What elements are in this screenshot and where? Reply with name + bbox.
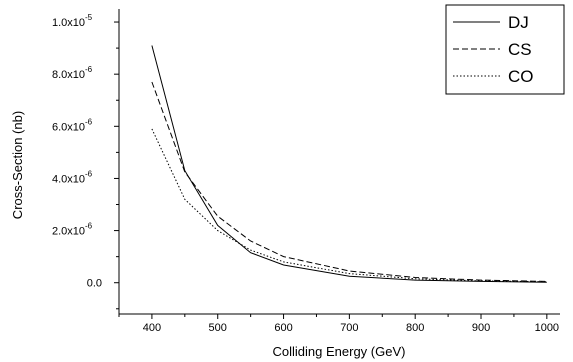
y-tick-exponent: -6 — [85, 222, 93, 231]
plot-frame — [118, 9, 560, 315]
y-tick-label: 8.0x10 — [52, 69, 85, 81]
y-tick-label: 0.0 — [87, 278, 102, 290]
x-tick-label: 400 — [143, 322, 161, 334]
x-tick-label: 700 — [340, 322, 358, 334]
y-tick-exponent: -6 — [85, 65, 93, 74]
y-ticks: 0.02.0x10 -64.0x10 -66.0x10 -68.0x10 -61.0x1… — [52, 13, 119, 310]
x-tick-label: 900 — [472, 322, 490, 334]
series-line-cs — [151, 81, 547, 282]
legend: DJ CS CO — [445, 4, 565, 95]
x-ticks: 400 500 600 700 800 900 1000 — [118, 314, 559, 334]
x-axis-title: Colliding Energy (GeV) — [273, 344, 406, 359]
y-tick-label: 6.0x10 — [52, 121, 85, 133]
legend-label-co: CO — [508, 67, 534, 86]
y-tick-label: 2.0x10 — [52, 226, 85, 238]
y-tick-label: 1.0x10 — [52, 17, 85, 29]
series-line-co — [151, 128, 547, 283]
legend-label-dj: DJ — [508, 13, 529, 32]
legend-label-cs: CS — [508, 40, 532, 59]
y-tick-exponent: -6 — [85, 117, 93, 126]
x-tick-label: 500 — [209, 322, 227, 334]
x-tick-label: 600 — [274, 322, 292, 334]
y-tick-label: 4.0x10 — [52, 173, 85, 185]
series-line-dj — [151, 45, 547, 283]
y-tick-exponent: -6 — [85, 169, 93, 178]
series-lines — [151, 45, 547, 283]
y-axis-title: Cross-Section (nb) — [10, 111, 25, 219]
y-tick-exponent: -5 — [85, 13, 93, 22]
x-tick-label: 1000 — [535, 322, 559, 334]
x-tick-label: 800 — [406, 322, 424, 334]
